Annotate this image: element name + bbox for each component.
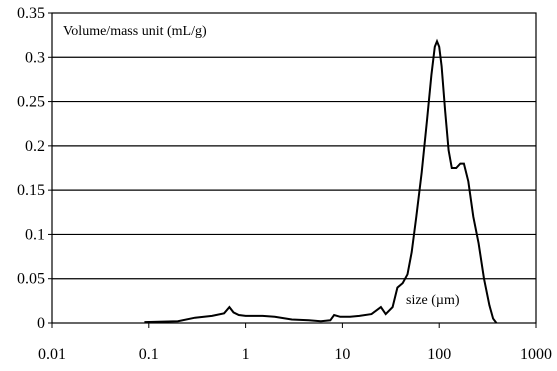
y-axis-ticks: 0 0.05 0.1 0.15 0.2 0.25 0.3 0.35 xyxy=(17,5,52,332)
x-tick-label: 1000 xyxy=(520,346,552,363)
y-axis-annotation: Volume/mass unit (mL/g) xyxy=(63,24,207,39)
y-tick-label: 0.05 xyxy=(17,271,45,288)
x-tick-label: 1 xyxy=(242,346,250,363)
y-tick-label: 0.2 xyxy=(25,138,45,155)
plot-frame xyxy=(51,12,537,324)
y-tick-label: 0.3 xyxy=(25,49,45,66)
x-axis-annotation: size (µm) xyxy=(406,293,460,308)
y-tick-label: 0.25 xyxy=(17,94,45,111)
x-tick-label: 0.01 xyxy=(38,346,66,363)
y-tick-label: 0.35 xyxy=(17,5,45,22)
y-tick-label: 0.15 xyxy=(17,182,45,199)
x-tick-label: 0.1 xyxy=(139,346,159,363)
x-tick-label: 10 xyxy=(334,346,350,363)
y-tick-label: 0 xyxy=(37,315,45,332)
y-tick-label: 0.1 xyxy=(25,226,45,243)
series-line xyxy=(144,38,498,324)
x-tick-label: 100 xyxy=(427,346,451,363)
x-axis-ticks: 0.01 0.1 1 10 100 1000 xyxy=(38,323,552,363)
gridlines xyxy=(52,56,536,280)
